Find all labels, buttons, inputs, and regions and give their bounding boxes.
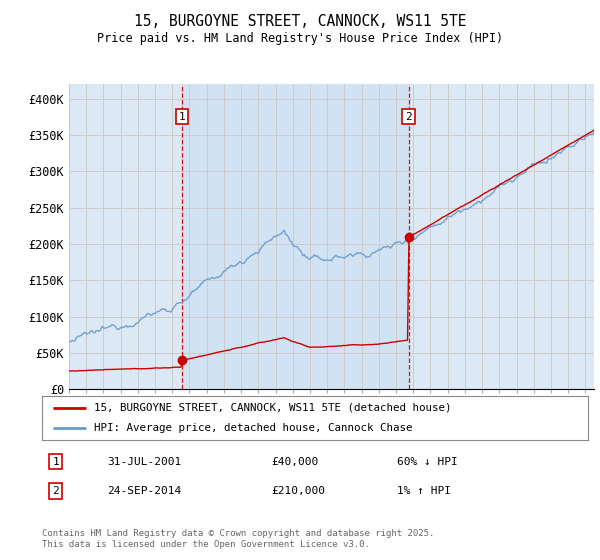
Text: 1% ↑ HPI: 1% ↑ HPI bbox=[397, 486, 451, 496]
Text: 60% ↓ HPI: 60% ↓ HPI bbox=[397, 456, 458, 466]
Text: £40,000: £40,000 bbox=[271, 456, 319, 466]
Text: 1: 1 bbox=[179, 111, 185, 122]
Text: HPI: Average price, detached house, Cannock Chase: HPI: Average price, detached house, Cann… bbox=[94, 423, 412, 433]
Text: 2: 2 bbox=[405, 111, 412, 122]
Text: 15, BURGOYNE STREET, CANNOCK, WS11 5TE: 15, BURGOYNE STREET, CANNOCK, WS11 5TE bbox=[134, 14, 466, 29]
Text: Price paid vs. HM Land Registry's House Price Index (HPI): Price paid vs. HM Land Registry's House … bbox=[97, 32, 503, 45]
Text: £210,000: £210,000 bbox=[271, 486, 325, 496]
Text: 31-JUL-2001: 31-JUL-2001 bbox=[107, 456, 182, 466]
Text: 24-SEP-2014: 24-SEP-2014 bbox=[107, 486, 182, 496]
Text: 1: 1 bbox=[52, 456, 59, 466]
Text: 15, BURGOYNE STREET, CANNOCK, WS11 5TE (detached house): 15, BURGOYNE STREET, CANNOCK, WS11 5TE (… bbox=[94, 403, 451, 413]
Text: Contains HM Land Registry data © Crown copyright and database right 2025.
This d: Contains HM Land Registry data © Crown c… bbox=[42, 529, 434, 549]
Bar bbox=[182, 84, 409, 389]
Text: 2: 2 bbox=[52, 486, 59, 496]
